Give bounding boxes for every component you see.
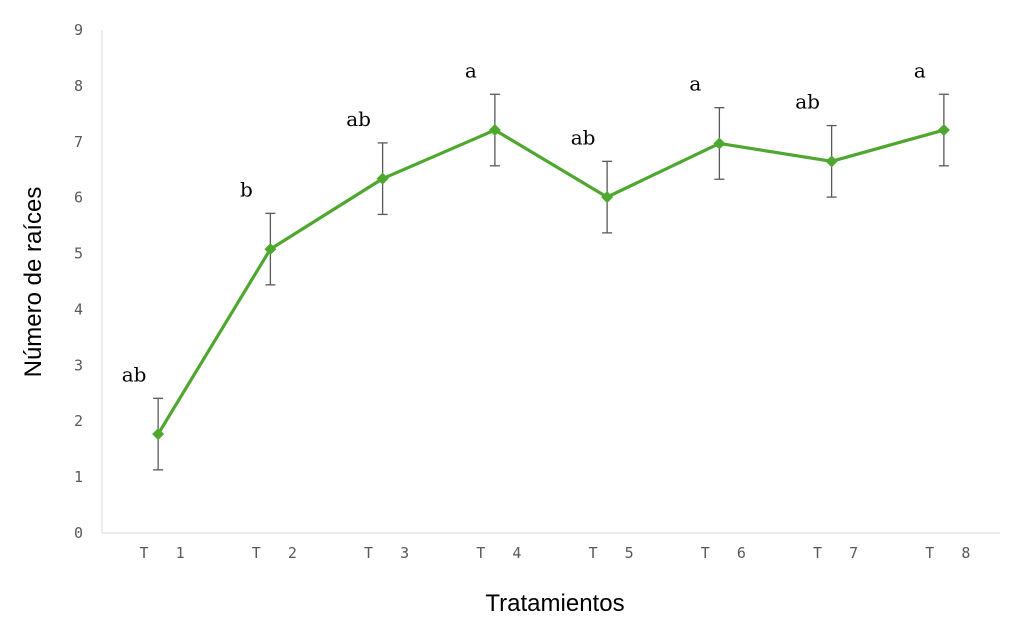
x-tick-labels: T 1 T 2 T 3 T 4 T 5 T 6 T 7 T 8 [140,544,971,562]
significance-letter: ab [571,125,596,149]
series-layer [152,124,950,441]
x-tick-label: T 8 [925,544,970,562]
data-point-marker [601,191,614,204]
x-tick-label: T 1 [140,544,185,562]
x-tick-label: T 6 [701,544,746,562]
data-point-marker [488,124,501,137]
y-tick-label: 3 [74,356,83,374]
significance-letter: a [689,72,701,96]
y-tick-label: 0 [74,524,83,542]
significance-letter: ab [346,107,371,131]
y-tick-label: 1 [74,468,83,486]
y-tick-label: 4 [74,300,83,318]
x-axis-title: Tratamientos [485,590,624,617]
error-bars [153,93,949,471]
x-tick-label: T 2 [252,544,297,562]
significance-letter: ab [122,362,147,386]
x-tick-label: T 4 [476,544,521,562]
data-point-marker [264,243,277,256]
significance-letter: a [914,58,926,82]
significance-letter: ab [795,90,820,114]
significance-letter: b [240,177,253,201]
data-point-marker [152,428,165,441]
y-tick-labels: 0 1 2 3 4 5 6 7 8 9 [74,21,83,542]
data-point-marker [713,137,726,150]
y-tick-label: 7 [74,133,83,151]
y-axis-title: Número de raíces [20,187,47,378]
y-tick-label: 9 [74,21,83,39]
y-tick-label: 8 [74,77,83,95]
data-point-marker [825,155,838,168]
significance-letters: ab b ab a ab a ab a [122,58,926,386]
x-tick-label: T 7 [813,544,858,562]
y-tick-label: 5 [74,245,83,263]
y-tick-label: 2 [74,412,83,430]
y-tick-label: 6 [74,189,83,207]
series-line [156,128,945,435]
significance-letter: a [465,58,477,82]
data-point-marker [937,124,950,137]
x-tick-label: T 5 [589,544,634,562]
data-point-marker [376,172,389,185]
x-tick-label: T 3 [364,544,409,562]
